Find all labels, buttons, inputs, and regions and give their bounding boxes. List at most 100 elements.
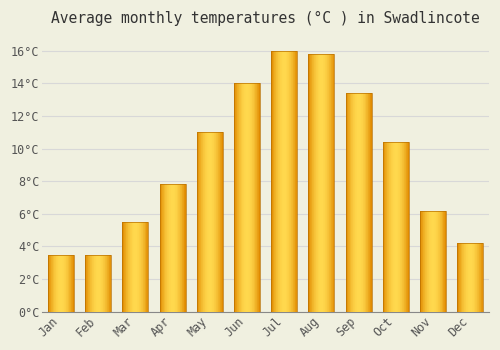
Bar [238, 83, 239, 312]
Bar [147, 222, 148, 312]
Bar [164, 184, 165, 312]
Bar [474, 243, 475, 312]
Bar [439, 211, 440, 312]
Bar [280, 50, 281, 312]
Bar [472, 243, 473, 312]
Bar [296, 50, 298, 312]
Bar [362, 93, 363, 312]
Bar [396, 142, 397, 312]
Bar [308, 54, 309, 312]
Bar [308, 54, 334, 312]
Bar [249, 83, 250, 312]
Bar [352, 93, 353, 312]
Bar [67, 255, 68, 312]
Bar [468, 243, 469, 312]
Bar [275, 50, 276, 312]
Bar [431, 211, 432, 312]
Bar [437, 211, 438, 312]
Bar [384, 142, 385, 312]
Bar [207, 132, 208, 312]
Bar [467, 243, 468, 312]
Bar [353, 93, 354, 312]
Bar [123, 222, 124, 312]
Bar [234, 83, 260, 312]
Bar [332, 54, 333, 312]
Bar [144, 222, 145, 312]
Bar [346, 93, 372, 312]
Bar [429, 211, 430, 312]
Bar [480, 243, 482, 312]
Bar [354, 93, 355, 312]
Bar [129, 222, 130, 312]
Bar [284, 50, 285, 312]
Bar [292, 50, 294, 312]
Bar [58, 255, 59, 312]
Bar [91, 255, 92, 312]
Bar [125, 222, 126, 312]
Bar [160, 184, 186, 312]
Bar [426, 211, 427, 312]
Bar [256, 83, 257, 312]
Bar [356, 93, 358, 312]
Bar [440, 211, 441, 312]
Bar [328, 54, 330, 312]
Bar [61, 255, 62, 312]
Bar [461, 243, 462, 312]
Bar [168, 184, 170, 312]
Bar [106, 255, 108, 312]
Bar [385, 142, 386, 312]
Bar [98, 255, 99, 312]
Bar [133, 222, 134, 312]
Bar [473, 243, 474, 312]
Bar [383, 142, 384, 312]
Bar [101, 255, 102, 312]
Bar [405, 142, 406, 312]
Bar [458, 243, 459, 312]
Bar [104, 255, 106, 312]
Bar [170, 184, 172, 312]
Bar [86, 255, 87, 312]
Bar [216, 132, 217, 312]
Bar [236, 83, 238, 312]
Bar [221, 132, 222, 312]
Bar [162, 184, 163, 312]
Bar [197, 132, 223, 312]
Bar [87, 255, 88, 312]
Bar [404, 142, 405, 312]
Bar [271, 50, 297, 312]
Bar [96, 255, 97, 312]
Bar [424, 211, 426, 312]
Bar [247, 83, 248, 312]
Bar [420, 211, 446, 312]
Bar [310, 54, 311, 312]
Bar [443, 211, 444, 312]
Bar [287, 50, 288, 312]
Bar [52, 255, 53, 312]
Bar [460, 243, 461, 312]
Bar [64, 255, 65, 312]
Bar [180, 184, 181, 312]
Bar [220, 132, 221, 312]
Bar [386, 142, 387, 312]
Bar [63, 255, 64, 312]
Bar [48, 255, 50, 312]
Bar [102, 255, 103, 312]
Bar [252, 83, 253, 312]
Bar [179, 184, 180, 312]
Bar [459, 243, 460, 312]
Bar [160, 184, 161, 312]
Bar [95, 255, 96, 312]
Bar [290, 50, 291, 312]
Bar [392, 142, 394, 312]
Bar [208, 132, 209, 312]
Bar [435, 211, 436, 312]
Bar [143, 222, 144, 312]
Bar [243, 83, 244, 312]
Bar [365, 93, 366, 312]
Bar [311, 54, 312, 312]
Bar [131, 222, 132, 312]
Bar [56, 255, 57, 312]
Bar [322, 54, 323, 312]
Bar [59, 255, 60, 312]
Bar [165, 184, 166, 312]
